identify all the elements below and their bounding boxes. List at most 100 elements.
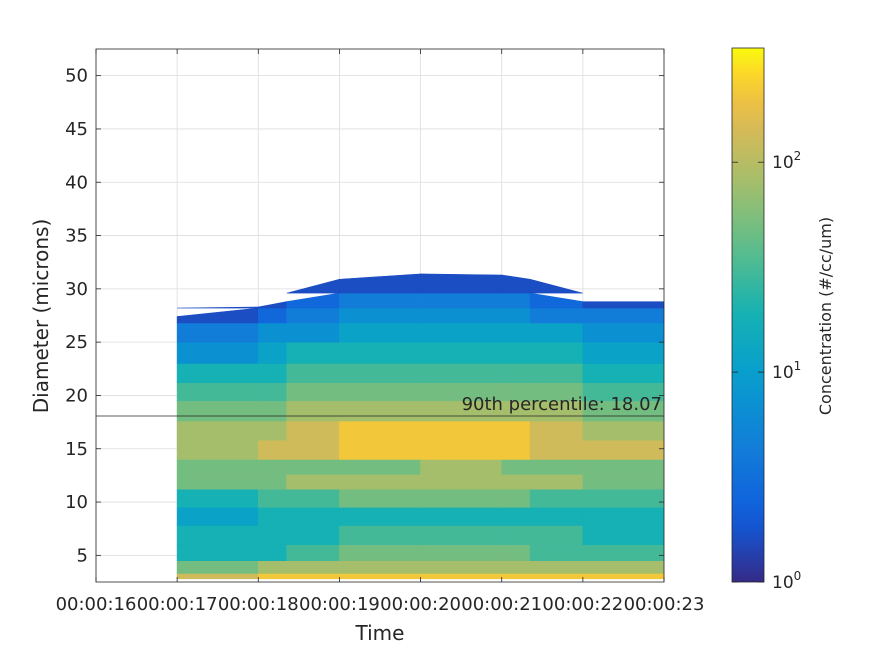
contour-cell [257, 363, 287, 383]
contour-cell [339, 573, 421, 580]
contour-cell [582, 420, 664, 441]
contour-cell [501, 560, 531, 574]
contour-cell [286, 488, 340, 508]
contour-cell [529, 507, 584, 526]
colorbar-ticks: 100 101 102 [732, 149, 801, 593]
contour-cell [501, 488, 531, 508]
x-tick-label: 00:00:21 [461, 594, 542, 615]
colorbar-label: Concentration (#/cc/um) [816, 217, 835, 415]
contour-cell [582, 341, 664, 364]
contour-cell [176, 474, 259, 490]
x-tick-label: 00:00:18 [218, 594, 299, 615]
colorbar-tick-label: 101 [772, 359, 801, 383]
contour-cell [501, 363, 531, 383]
contour-cell [257, 560, 287, 574]
contour-cell [501, 474, 531, 490]
contour-cell [420, 322, 503, 343]
contour-cell [420, 544, 503, 561]
contour-cell [501, 573, 531, 580]
contour-cell [529, 573, 584, 580]
contour-cell [257, 525, 287, 545]
y-tick-label: 25 [65, 332, 88, 353]
contour-cell [286, 544, 340, 561]
contour-cell [339, 544, 421, 561]
contour-cell [529, 488, 584, 508]
contour-cell [286, 474, 340, 490]
x-tick-label: 00:00:23 [624, 594, 705, 615]
contour-cell [501, 525, 531, 545]
contour-cell [582, 525, 664, 545]
contour-cell [257, 474, 287, 490]
contour-cell [420, 488, 503, 508]
contour-cell [176, 322, 259, 343]
x-tick-label: 00:00:19 [299, 594, 380, 615]
contour-cell [257, 322, 287, 343]
x-tick-label: 00:00:20 [380, 594, 461, 615]
contour-cell [286, 560, 340, 574]
contour-cell [529, 525, 584, 545]
contour-cell [529, 474, 584, 490]
contour-cell [420, 525, 503, 545]
y-tick-label: 15 [65, 439, 88, 460]
contour-cell [582, 560, 664, 574]
contour-cell [339, 459, 421, 475]
colorbar-gradient [731, 47, 765, 583]
contour-cell [176, 573, 259, 580]
contour-cell [420, 307, 503, 324]
contour-cell [582, 363, 664, 383]
contour-cell [257, 382, 287, 402]
contour-cell [529, 363, 584, 383]
contour-cell [501, 322, 531, 343]
y-tick-label: 10 [65, 492, 88, 513]
contour-cell [420, 474, 503, 490]
contour-cell [501, 341, 531, 364]
contour-cell [176, 363, 259, 383]
x-axis-ticks: 00:00:16 00:00:17 00:00:18 00:00:19 00:00:20… [56, 49, 705, 615]
contour-cell [420, 341, 503, 364]
contour-cell [420, 573, 503, 580]
contour-field [176, 273, 664, 580]
colorbar: 100 101 102 Concentration (#/cc/um) [731, 47, 835, 593]
contour-cell [286, 341, 340, 364]
contour-cell [176, 544, 259, 561]
contour-cell [529, 439, 584, 460]
contour-cell [529, 278, 583, 294]
contour-cell [339, 439, 421, 460]
contour-cell [257, 400, 287, 422]
contour-cell [420, 459, 503, 475]
contour-cell [582, 544, 664, 561]
contour-cell [582, 307, 664, 324]
plot-frame [95, 48, 665, 583]
contour-cell [420, 560, 503, 574]
contour-cell [529, 341, 584, 364]
contour-cell [176, 525, 259, 545]
contour-cell [582, 474, 664, 490]
contour-cell [501, 420, 531, 441]
x-tick-label: 00:00:17 [137, 594, 218, 615]
contour-cell [420, 420, 503, 441]
percentile-annotation: 90th percentile: 18.07 [462, 394, 662, 415]
y-tick-label: 5 [77, 545, 88, 566]
y-axis-label: Diameter (microns) [29, 219, 53, 413]
contour-cell [286, 573, 340, 580]
contour-cell [257, 341, 287, 364]
contour-cell [339, 488, 421, 508]
contour-cell [420, 273, 503, 294]
colorbar-tick-label: 102 [772, 149, 801, 173]
y-tick-label: 50 [65, 66, 88, 87]
y-axis-ticks: 5 10 15 20 25 30 35 40 45 50 [65, 66, 664, 566]
contour-cell [286, 382, 340, 402]
contour-cell [501, 439, 531, 460]
contour-cell [501, 507, 531, 526]
contour-cell [582, 459, 664, 475]
contour-cell [582, 439, 664, 460]
contour-cell [176, 459, 259, 475]
contour-cell [176, 488, 259, 508]
contour-cell [286, 307, 340, 324]
contour-cell [286, 363, 340, 383]
x-tick-label: 00:00:16 [56, 594, 137, 615]
contour-cell [339, 382, 421, 402]
contour-cell [286, 439, 340, 460]
y-tick-label: 20 [65, 385, 88, 406]
